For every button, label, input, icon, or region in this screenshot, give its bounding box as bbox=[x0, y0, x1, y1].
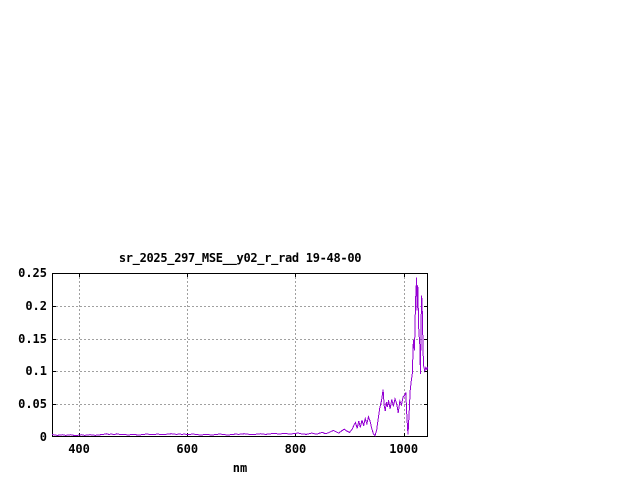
plot-canvas bbox=[52, 273, 428, 437]
x-tick-label: 1000 bbox=[389, 442, 419, 456]
chart-title: sr_2025_297_MSE__y02_r_rad 19-48-00 bbox=[118, 251, 362, 265]
y-tick-label: 0.2 bbox=[25, 298, 47, 313]
x-tick-label: 600 bbox=[176, 442, 199, 456]
x-tick-label: 400 bbox=[68, 442, 90, 456]
y-tick-label: 0.15 bbox=[18, 331, 47, 346]
x-tick-label: 800 bbox=[284, 442, 307, 456]
y-tick-label: 0.05 bbox=[18, 397, 47, 412]
y-tick-label: 0.25 bbox=[18, 266, 47, 280]
plot-border bbox=[52, 273, 428, 437]
data-line-sr_2025_297_MSE__y02_r_rad bbox=[52, 277, 428, 437]
x-axis-label: nm bbox=[232, 461, 248, 475]
y-tick-label: 0.1 bbox=[25, 364, 47, 379]
plot-area bbox=[52, 273, 428, 437]
y-tick-label: 0 bbox=[39, 430, 47, 444]
